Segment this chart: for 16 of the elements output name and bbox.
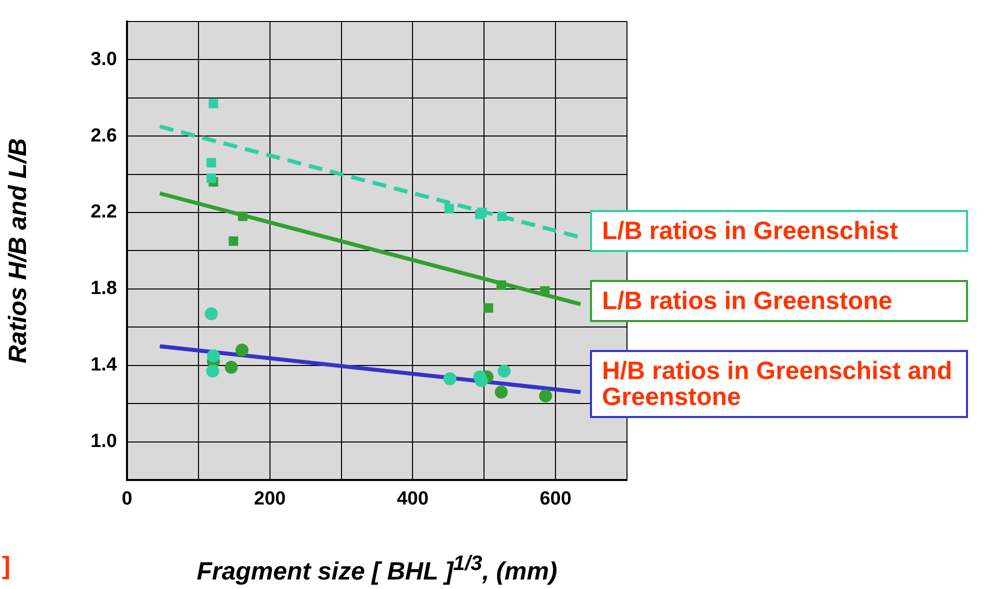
y-tick-label: 1.8: [90, 278, 117, 300]
x-tick-label: 600: [540, 488, 572, 510]
x-tick-label: 200: [254, 488, 286, 510]
x-axis-title: Fragment size [ BHL ]$^{1/3}$, (mm): [196, 552, 558, 586]
y-tick-label: 1.4: [90, 354, 118, 376]
x-tick-label: 400: [396, 488, 429, 510]
y-tick-label: 2.6: [90, 125, 117, 146]
legend-box: L/B ratios in Greenstone: [590, 280, 968, 322]
legend-box: H/B ratios in Greenschist and Greenstone: [590, 350, 968, 418]
text: 1.0: [90, 431, 117, 452]
x-tick-label: 0: [122, 488, 132, 510]
text: ]: [2, 552, 10, 581]
y-axis-title: Ratios H/B and L/B: [4, 138, 32, 364]
legend-box: L/B ratios in Greenschist: [590, 210, 968, 252]
y-tick-label: 2.2: [90, 202, 117, 223]
text: 3.0: [90, 48, 117, 70]
